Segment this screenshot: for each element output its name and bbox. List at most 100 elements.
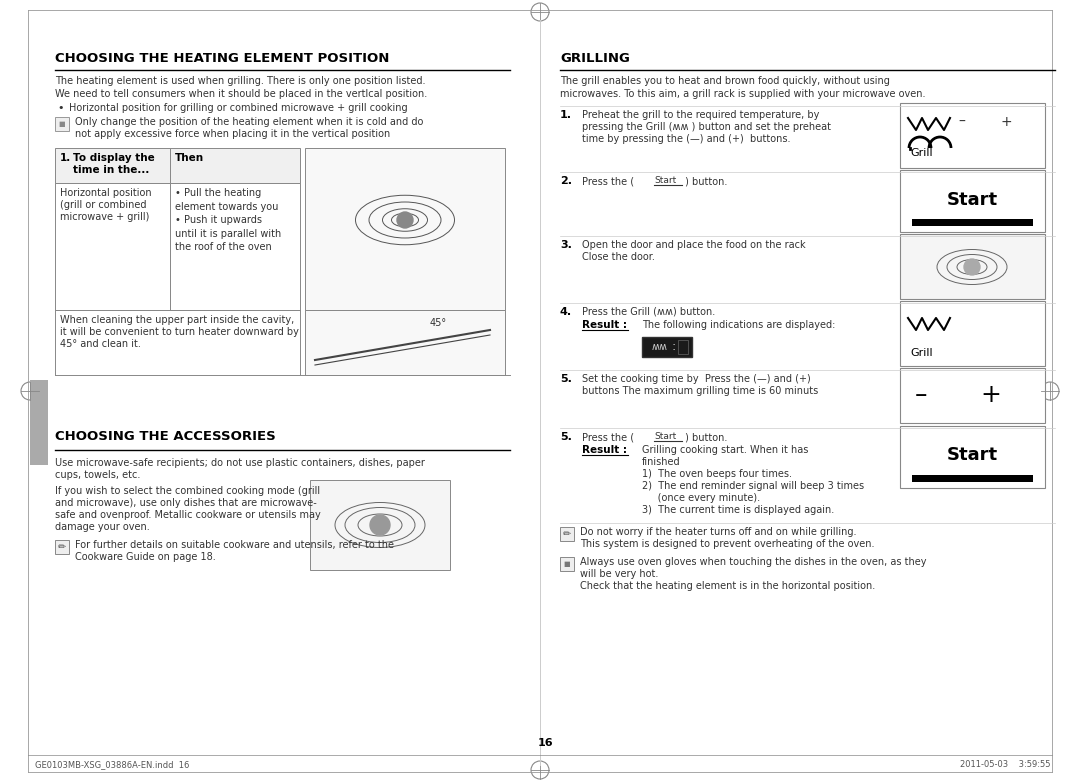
Bar (678, 340, 688, 354)
Text: 1)  The oven beeps four times.: 1) The oven beeps four times. (642, 469, 792, 479)
Text: microwave + grill): microwave + grill) (60, 212, 149, 222)
Text: and microwave), use only dishes that are microwave-: and microwave), use only dishes that are… (55, 498, 316, 508)
Text: When cleaning the upper part inside the cavity,: When cleaning the upper part inside the … (60, 315, 294, 325)
Text: 5.: 5. (561, 374, 572, 384)
Text: Start: Start (654, 176, 676, 185)
Bar (900, 234, 1045, 299)
Text: Only change the position of the heating element when it is cold and do: Only change the position of the heating … (75, 117, 423, 127)
Text: will be very hot.: will be very hot. (580, 569, 659, 579)
Text: The heating element is used when grilling. There is only one position listed.: The heating element is used when grillin… (55, 76, 426, 86)
Text: pressing the Grill (ʍʍ ) button and set the preheat: pressing the Grill (ʍʍ ) button and set … (582, 122, 831, 132)
Text: ✏: ✏ (58, 542, 66, 552)
Bar (900, 103, 1045, 168)
Text: ) button.: ) button. (681, 432, 727, 442)
Text: (grill or combined: (grill or combined (60, 200, 147, 210)
Circle shape (964, 259, 980, 275)
Text: Grill: Grill (910, 148, 933, 158)
Text: Start: Start (946, 446, 998, 464)
Text: :: : (672, 340, 676, 353)
Text: –: – (958, 115, 964, 129)
Text: To display the: To display the (73, 153, 154, 163)
Bar (561, 557, 573, 571)
Text: ■: ■ (58, 121, 65, 127)
Text: 16: 16 (538, 738, 554, 748)
Bar (30, 380, 48, 465)
Text: The grill enables you to heat and brown food quickly, without using: The grill enables you to heat and brown … (561, 76, 890, 86)
Text: Result :: Result : (582, 445, 627, 455)
Text: This system is designed to prevent overheating of the oven.: This system is designed to prevent overh… (580, 539, 875, 549)
Text: Open the door and place the food on the rack: Open the door and place the food on the … (582, 240, 806, 250)
Text: 45° and clean it.: 45° and clean it. (60, 339, 140, 349)
Text: GRILLING: GRILLING (561, 52, 630, 65)
Text: –: – (915, 383, 928, 407)
Text: +: + (980, 383, 1001, 407)
Bar (900, 170, 1045, 232)
Text: it will be convenient to turn heater downward by: it will be convenient to turn heater dow… (60, 327, 299, 337)
Text: The following indications are displayed:: The following indications are displayed: (642, 320, 835, 330)
Bar (305, 310, 505, 375)
Text: Check that the heating element is in the horizontal position.: Check that the heating element is in the… (580, 581, 875, 591)
Text: Then: Then (175, 153, 204, 163)
Text: Press the (: Press the ( (582, 432, 637, 442)
Circle shape (397, 212, 413, 228)
Text: ENGLISH: ENGLISH (35, 317, 43, 358)
Circle shape (370, 515, 390, 535)
Text: ■: ■ (564, 561, 570, 567)
Text: buttons The maximum grilling time is 60 minuts: buttons The maximum grilling time is 60 … (582, 386, 819, 396)
Text: (once every minute).: (once every minute). (642, 493, 760, 503)
Text: ) button.: ) button. (681, 176, 727, 186)
Text: finished: finished (642, 457, 680, 467)
Text: Close the door.: Close the door. (582, 252, 654, 262)
Text: 2011-05-03    3:59:55: 2011-05-03 3:59:55 (959, 760, 1050, 769)
Text: 5.: 5. (561, 432, 572, 442)
Text: Result :: Result : (582, 320, 627, 330)
Bar (912, 475, 1032, 482)
Bar (170, 183, 300, 310)
Text: 1.: 1. (561, 110, 572, 120)
Text: cups, towels, etc.: cups, towels, etc. (55, 470, 140, 480)
Text: Press the Grill (ʍʍ) button.: Press the Grill (ʍʍ) button. (582, 307, 715, 317)
Bar (900, 368, 1045, 423)
Text: ʍʍ: ʍʍ (652, 342, 669, 352)
Text: Press the (: Press the ( (582, 176, 637, 186)
Text: 3)  The current time is displayed again.: 3) The current time is displayed again. (642, 505, 834, 515)
Text: 3.: 3. (561, 240, 572, 250)
Bar (310, 480, 450, 570)
Text: Start: Start (654, 432, 676, 441)
Text: 45°: 45° (430, 318, 447, 328)
Text: •: • (57, 103, 64, 113)
Text: 2)  The end reminder signal will beep 3 times: 2) The end reminder signal will beep 3 t… (642, 481, 864, 491)
Text: We need to tell consumers when it should be placed in the vertlcal position.: We need to tell consumers when it should… (55, 89, 428, 99)
Text: Do not worry if the heater turns off and on while grilling.: Do not worry if the heater turns off and… (580, 527, 856, 537)
Bar (55, 540, 69, 554)
Text: CHOOSING THE HEATING ELEMENT POSITION: CHOOSING THE HEATING ELEMENT POSITION (55, 52, 390, 65)
Bar (900, 301, 1045, 366)
Text: For further details on suitable cookware and utensils, refer to the: For further details on suitable cookware… (75, 540, 394, 550)
Text: time by pressing the (—) and (+)  buttons.: time by pressing the (—) and (+) buttons… (582, 134, 791, 144)
Text: +: + (1000, 115, 1012, 129)
Text: Grill: Grill (910, 348, 933, 358)
Text: Set the cooking time by  Press the (—) and (+): Set the cooking time by Press the (—) an… (582, 374, 811, 384)
Text: safe and ovenproof. Metallic cookware or utensils may: safe and ovenproof. Metallic cookware or… (55, 510, 321, 520)
Text: Use microwave-safe recipients; do not use plastic containers, dishes, paper: Use microwave-safe recipients; do not us… (55, 458, 424, 468)
Text: Start: Start (946, 191, 998, 209)
Text: not apply excessive force when placing it in the vertical position: not apply excessive force when placing i… (75, 129, 390, 139)
Bar (55, 117, 69, 131)
Text: ✏: ✏ (563, 529, 571, 539)
Bar (561, 527, 573, 541)
Bar (305, 148, 505, 310)
Text: If you wish to select the combined cooking mode (grill: If you wish to select the combined cooki… (55, 486, 320, 496)
Bar (170, 148, 300, 183)
Text: • Pull the heating
element towards you
• Push it upwards
until it is parallel wi: • Pull the heating element towards you •… (175, 188, 281, 253)
Text: GE0103MB-XSG_03886A-EN.indd  16: GE0103MB-XSG_03886A-EN.indd 16 (35, 760, 189, 769)
Bar (900, 426, 1045, 488)
Text: Horizontal position: Horizontal position (60, 188, 151, 198)
Bar (55, 183, 170, 310)
Text: Cookware Guide on page 18.: Cookware Guide on page 18. (75, 552, 216, 562)
Text: microwaves. To this aim, a grill rack is supplied with your microwave oven.: microwaves. To this aim, a grill rack is… (561, 89, 926, 99)
Text: Always use oven gloves when touching the dishes in the oven, as they: Always use oven gloves when touching the… (580, 557, 927, 567)
Text: Preheat the grill to the required temperature, by: Preheat the grill to the required temper… (582, 110, 820, 120)
Text: Grilling cooking start. When it has: Grilling cooking start. When it has (642, 445, 808, 455)
Bar (642, 337, 692, 357)
Text: damage your oven.: damage your oven. (55, 522, 150, 532)
